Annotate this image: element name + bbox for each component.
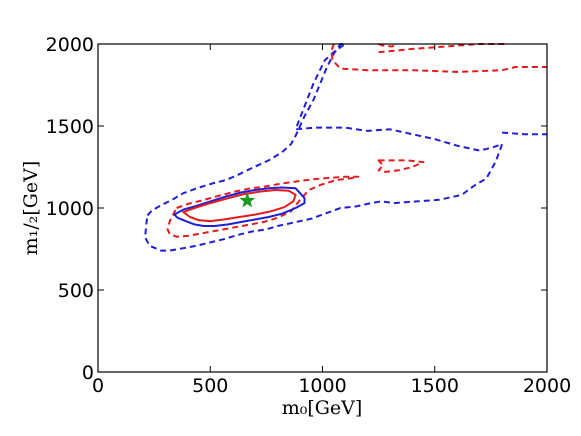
contour-red-solid-8 — [182, 189, 297, 223]
y-tick-label-0: 0 — [82, 362, 94, 384]
x-tick-label-0: 0 — [92, 375, 104, 397]
y-tick-label-1: 500 — [58, 280, 94, 302]
y-axis-label: m₁/₂[GeV] — [20, 161, 42, 256]
x-tick-label-3: 1500 — [411, 375, 459, 397]
contour-red-dashed-3 — [377, 159, 425, 173]
x-tick-label-1: 500 — [192, 375, 228, 397]
marker-layer — [239, 192, 256, 208]
x-tick-label-4: 2000 — [523, 375, 571, 397]
contour-red-dashed-6 — [378, 43, 398, 48]
contour-red-dashed-4 — [330, 43, 547, 73]
plot-background — [98, 44, 547, 372]
y-tick-label-4: 2000 — [46, 34, 94, 56]
x-axis-label: m₀[GeV] — [282, 397, 363, 419]
contour-blue-solid-7 — [173, 186, 306, 227]
contour-blue-dashed-0 — [144, 43, 504, 252]
best-fit-star-marker — [239, 192, 256, 208]
contour-blue-dashed-1 — [502, 131, 547, 136]
y-tick-label-3: 1500 — [46, 116, 94, 138]
tick-layer: 0 500 1000 1500 2000 0 500 1000 1500 2000 — [46, 34, 572, 397]
y-tick-label-2: 1000 — [46, 198, 94, 220]
contour-red-dashed-2 — [166, 175, 360, 238]
x-tick-label-2: 1000 — [298, 375, 346, 397]
